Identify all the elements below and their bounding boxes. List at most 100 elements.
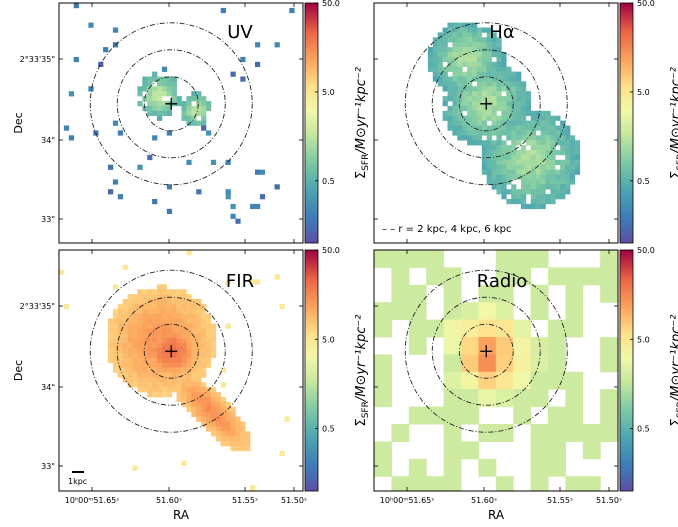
heatmap-cell <box>201 401 207 408</box>
heatmap-cell <box>511 71 517 77</box>
heatmap-cell <box>491 110 497 116</box>
heatmap-cell <box>472 110 478 116</box>
heatmap-cell <box>457 130 463 136</box>
heatmap-cell <box>467 47 473 53</box>
heatmap-cell <box>147 76 153 82</box>
heatmap-cell <box>152 318 158 324</box>
heatmap-cell <box>147 382 153 388</box>
heatmap-cell <box>147 338 153 344</box>
heatmap-cell <box>501 96 507 102</box>
heatmap-cell <box>481 96 487 102</box>
heatmap-cell <box>525 189 532 195</box>
heatmap-cell <box>560 135 566 141</box>
heatmap-cell <box>452 27 458 33</box>
radius-circle-6kpc <box>89 269 253 433</box>
colorbar-label-units: /M⊙yr⁻¹kpc⁻² <box>354 67 369 155</box>
heatmap-cell <box>467 32 473 38</box>
heatmap-cell <box>535 135 541 141</box>
heatmap-cell <box>491 130 497 136</box>
heatmap-cell <box>550 120 556 126</box>
heatmap-cell <box>235 436 241 442</box>
colorbar-tick-label: 0.5 <box>322 425 335 434</box>
heatmap-cell <box>255 169 261 175</box>
heatmap-cell <box>147 392 153 398</box>
heatmap-cell <box>157 387 163 393</box>
heatmap-cell <box>117 362 123 368</box>
heatmap-cell <box>437 61 443 67</box>
heatmap-cell <box>147 328 153 334</box>
heatmap-cell <box>548 371 566 390</box>
heatmap-cell <box>225 279 231 285</box>
y-axis-label: Dec <box>12 360 25 381</box>
heatmap-cell <box>457 110 463 116</box>
heatmap-cell <box>176 333 182 339</box>
heatmap-cell <box>521 110 527 116</box>
heatmap-cell <box>521 150 527 156</box>
heatmap-cell <box>68 135 74 141</box>
heatmap-cell <box>274 184 280 190</box>
heatmap-cell <box>525 203 532 210</box>
heatmap-cell <box>570 159 576 165</box>
heatmap-cell <box>495 250 514 268</box>
heatmap-cell <box>565 145 571 151</box>
heatmap-cell <box>452 96 458 102</box>
heatmap-cell <box>191 120 197 126</box>
heatmap-cell <box>186 101 192 107</box>
heatmap-cell <box>142 96 148 102</box>
heatmap-cell <box>142 362 148 368</box>
heatmap-cell <box>201 421 207 427</box>
heatmap-cell <box>181 362 187 368</box>
heatmap-cell <box>391 424 410 442</box>
heatmap-cell <box>127 357 133 363</box>
heatmap-cell <box>540 184 546 190</box>
heatmap-cell <box>157 81 163 87</box>
heatmap-cell <box>186 387 192 393</box>
heatmap-cell <box>152 76 158 82</box>
heatmap-cell <box>565 389 584 408</box>
heatmap-cell <box>437 66 443 72</box>
heatmap-cell <box>122 299 128 305</box>
heatmap-cell <box>161 367 168 373</box>
heatmap-cell <box>142 357 148 363</box>
heatmap-cell <box>225 194 231 200</box>
heatmap-cell <box>570 145 576 151</box>
heatmap-cell <box>142 289 148 295</box>
heatmap-cell <box>545 154 551 161</box>
heatmap-cell <box>201 125 207 131</box>
heatmap-cell <box>550 140 556 146</box>
heatmap-cell <box>210 392 217 398</box>
heatmap-cell <box>157 328 163 334</box>
heatmap-cell <box>495 354 514 373</box>
heatmap-cell <box>555 125 561 131</box>
heatmap-cell <box>391 267 410 286</box>
heatmap-cell <box>476 66 483 72</box>
heatmap-cell <box>516 105 522 112</box>
heatmap-cell <box>478 354 497 373</box>
heatmap-cell <box>548 354 566 373</box>
heatmap-cell <box>560 140 566 146</box>
heatmap-cell <box>122 318 128 324</box>
heatmap-cell <box>570 150 576 156</box>
heatmap-cell <box>181 289 187 295</box>
heatmap-cell <box>501 194 507 200</box>
heatmap-cell <box>196 348 202 354</box>
heatmap-cell <box>142 367 148 373</box>
heatmap-cell <box>550 169 556 175</box>
heatmap-cell <box>196 343 202 349</box>
heatmap-cell <box>220 406 226 412</box>
heatmap-cell <box>548 406 566 425</box>
heatmap-cell <box>186 348 192 354</box>
heatmap-cell <box>181 294 187 300</box>
heatmap-cell <box>452 37 458 43</box>
heatmap-cell <box>112 179 119 185</box>
heatmap-cell <box>152 392 158 398</box>
heatmap-cell <box>122 357 128 363</box>
heatmap-cell <box>443 354 462 373</box>
heatmap-cell <box>235 431 241 437</box>
heatmap-cell <box>491 164 497 170</box>
heatmap-cell <box>127 323 133 329</box>
heatmap-cell <box>171 86 177 92</box>
heatmap-cell <box>521 189 527 195</box>
heatmap-cell <box>250 279 256 285</box>
